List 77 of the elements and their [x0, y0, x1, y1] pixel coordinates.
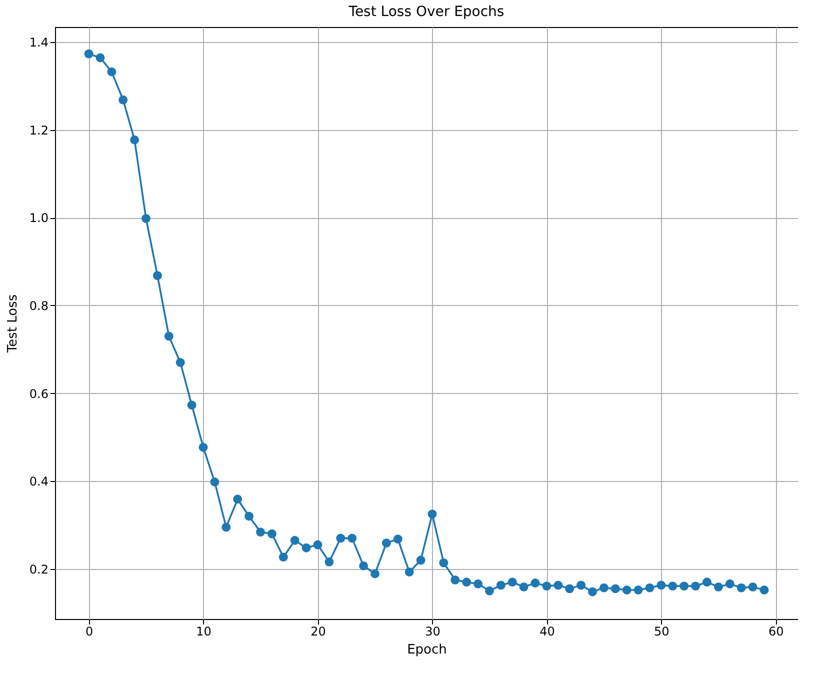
point: [382, 538, 391, 548]
point: [622, 586, 632, 594]
y-tick-label: 1.4: [29, 35, 48, 50]
point: [393, 534, 402, 544]
x-tick-label: 0: [85, 624, 94, 638]
point: [348, 534, 357, 543]
point: [736, 583, 746, 592]
point: [267, 529, 276, 538]
point: [96, 53, 105, 62]
x-tick-label: 50: [654, 624, 670, 638]
chart-title: Test Loss Over Epochs: [348, 4, 504, 20]
point: [302, 543, 311, 552]
point: [702, 578, 712, 587]
point: [176, 358, 185, 367]
point: [164, 332, 174, 341]
point: [222, 522, 231, 532]
point: [198, 442, 208, 452]
y-tick-label: 0.6: [29, 386, 48, 401]
y-axis-title: Test Loss: [5, 294, 20, 354]
point: [714, 582, 723, 592]
point: [416, 556, 426, 565]
point: [508, 578, 517, 587]
x-tick-label: 40: [540, 624, 555, 638]
point: [691, 582, 700, 591]
point: [142, 214, 150, 223]
point: [187, 400, 196, 410]
point: [725, 579, 734, 588]
point: [336, 534, 346, 543]
point: [256, 528, 265, 537]
point: [439, 558, 448, 568]
point: [599, 583, 608, 592]
point: [359, 561, 368, 570]
x-tick-label: 30: [425, 624, 440, 638]
point: [554, 580, 563, 590]
point: [645, 583, 654, 592]
y-tick-label: 1.2: [29, 123, 48, 138]
point: [484, 586, 494, 596]
point: [530, 578, 540, 588]
point: [324, 557, 334, 566]
point: [610, 584, 620, 594]
point: [496, 580, 506, 590]
point: [370, 569, 380, 578]
point: [542, 582, 552, 591]
point: [668, 582, 678, 591]
point: [290, 536, 300, 545]
point: [760, 586, 769, 594]
point: [450, 575, 460, 584]
point: [519, 582, 528, 592]
point: [462, 578, 472, 587]
point: [748, 582, 758, 592]
point: [118, 95, 128, 104]
point: [244, 512, 254, 521]
point: [233, 494, 242, 504]
point: [428, 510, 437, 518]
point: [278, 552, 288, 562]
point: [404, 568, 414, 576]
x-tick-label: 20: [310, 624, 326, 638]
y-tick-label: 0.2: [29, 562, 48, 576]
point: [565, 584, 574, 594]
point: [313, 540, 322, 550]
point: [210, 478, 220, 486]
point: [84, 49, 94, 58]
y-tick-label: 1.0: [29, 211, 48, 226]
point: [656, 580, 666, 590]
x-axis-title: Epoch: [407, 642, 447, 658]
y-tick-label: 0.8: [29, 298, 48, 313]
point: [107, 67, 116, 76]
x-tick-label: 10: [196, 624, 212, 638]
point: [130, 135, 140, 144]
point: [474, 579, 482, 588]
point: [634, 586, 643, 594]
point: [152, 271, 162, 280]
point: [588, 587, 597, 596]
x-tick-label: 60: [768, 624, 784, 638]
point: [680, 582, 689, 591]
y-tick-label: 0.4: [29, 474, 48, 489]
point: [576, 580, 586, 590]
